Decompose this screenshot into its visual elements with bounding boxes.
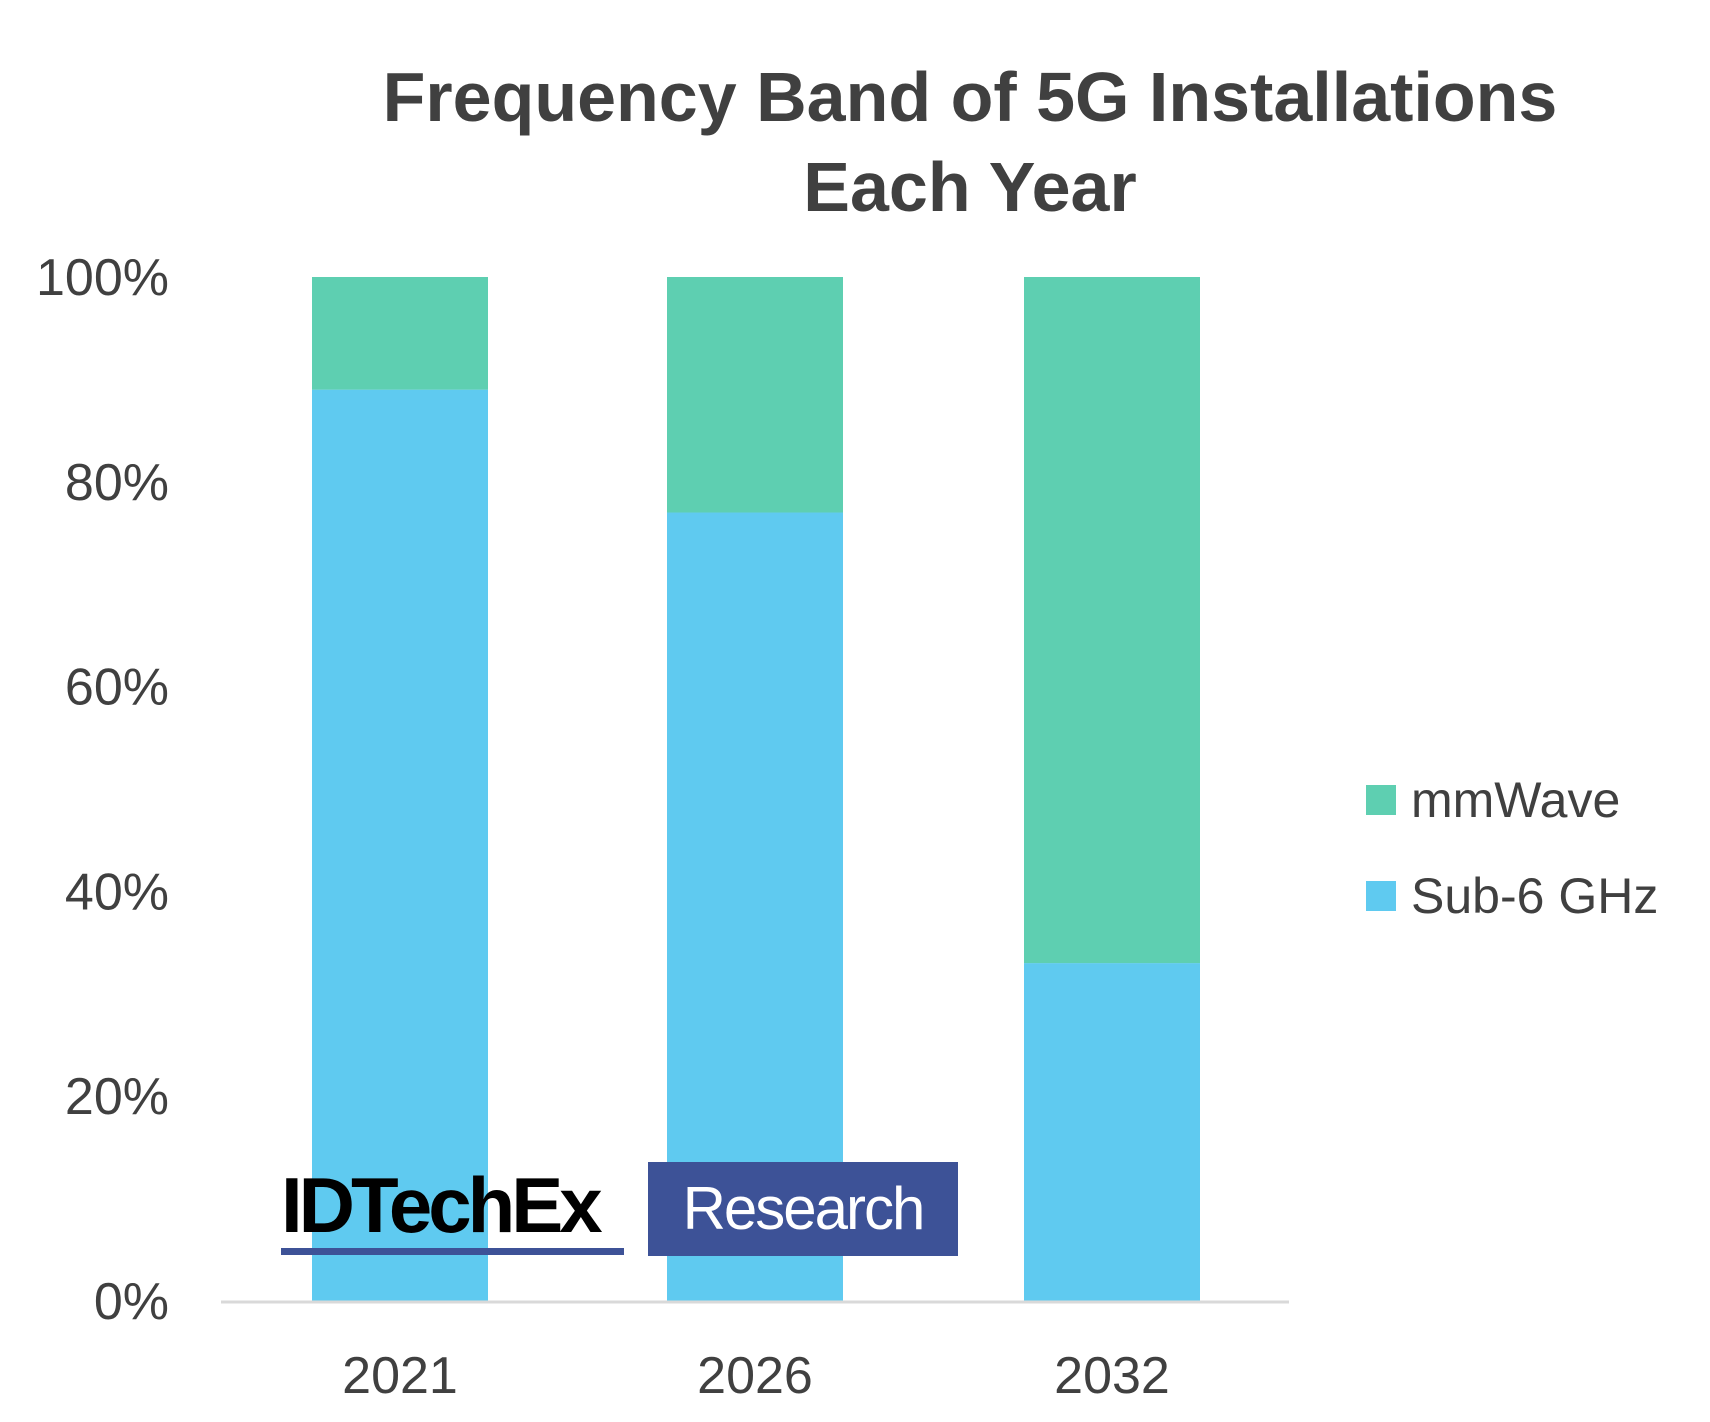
y-tick-label: 0% bbox=[94, 1273, 169, 1331]
legend-label-sub6: Sub-6 GHz bbox=[1411, 868, 1659, 924]
bar-mmwave-2021 bbox=[312, 277, 488, 390]
chart-title: Frequency Band of 5G Installations Each … bbox=[0, 52, 1710, 232]
bar-mmwave-2032 bbox=[1024, 277, 1200, 964]
y-tick-label: 60% bbox=[65, 659, 169, 717]
legend-item-mmwave: mmWave bbox=[1366, 752, 1658, 848]
legend-swatch-sub6 bbox=[1366, 881, 1396, 911]
watermark-research-box: Research bbox=[648, 1162, 958, 1256]
bar-sub-6-ghz-2021 bbox=[312, 389, 488, 1301]
x-tick-label: 2021 bbox=[342, 1347, 458, 1405]
y-tick-label: 20% bbox=[65, 1068, 169, 1126]
y-tick-label: 100% bbox=[36, 249, 169, 307]
chart-title-line-1: Frequency Band of 5G Installations bbox=[382, 58, 1558, 136]
legend-label-mmwave: mmWave bbox=[1411, 772, 1621, 828]
x-tick-label: 2026 bbox=[697, 1347, 813, 1405]
bar-mmwave-2026 bbox=[667, 277, 843, 513]
chart-title-line-2: Each Year bbox=[803, 148, 1137, 226]
watermark-brand: IDTechEx bbox=[281, 1161, 603, 1249]
watermark-underline bbox=[281, 1248, 624, 1255]
legend-item-sub6: Sub-6 GHz bbox=[1366, 848, 1658, 944]
legend: mmWave Sub-6 GHz bbox=[1366, 752, 1658, 944]
y-tick-label: 80% bbox=[65, 454, 169, 512]
bar-sub-6-ghz-2032 bbox=[1024, 963, 1200, 1301]
y-tick-label: 40% bbox=[65, 863, 169, 921]
legend-swatch-mmwave bbox=[1366, 785, 1396, 815]
x-tick-label: 2032 bbox=[1054, 1347, 1170, 1405]
